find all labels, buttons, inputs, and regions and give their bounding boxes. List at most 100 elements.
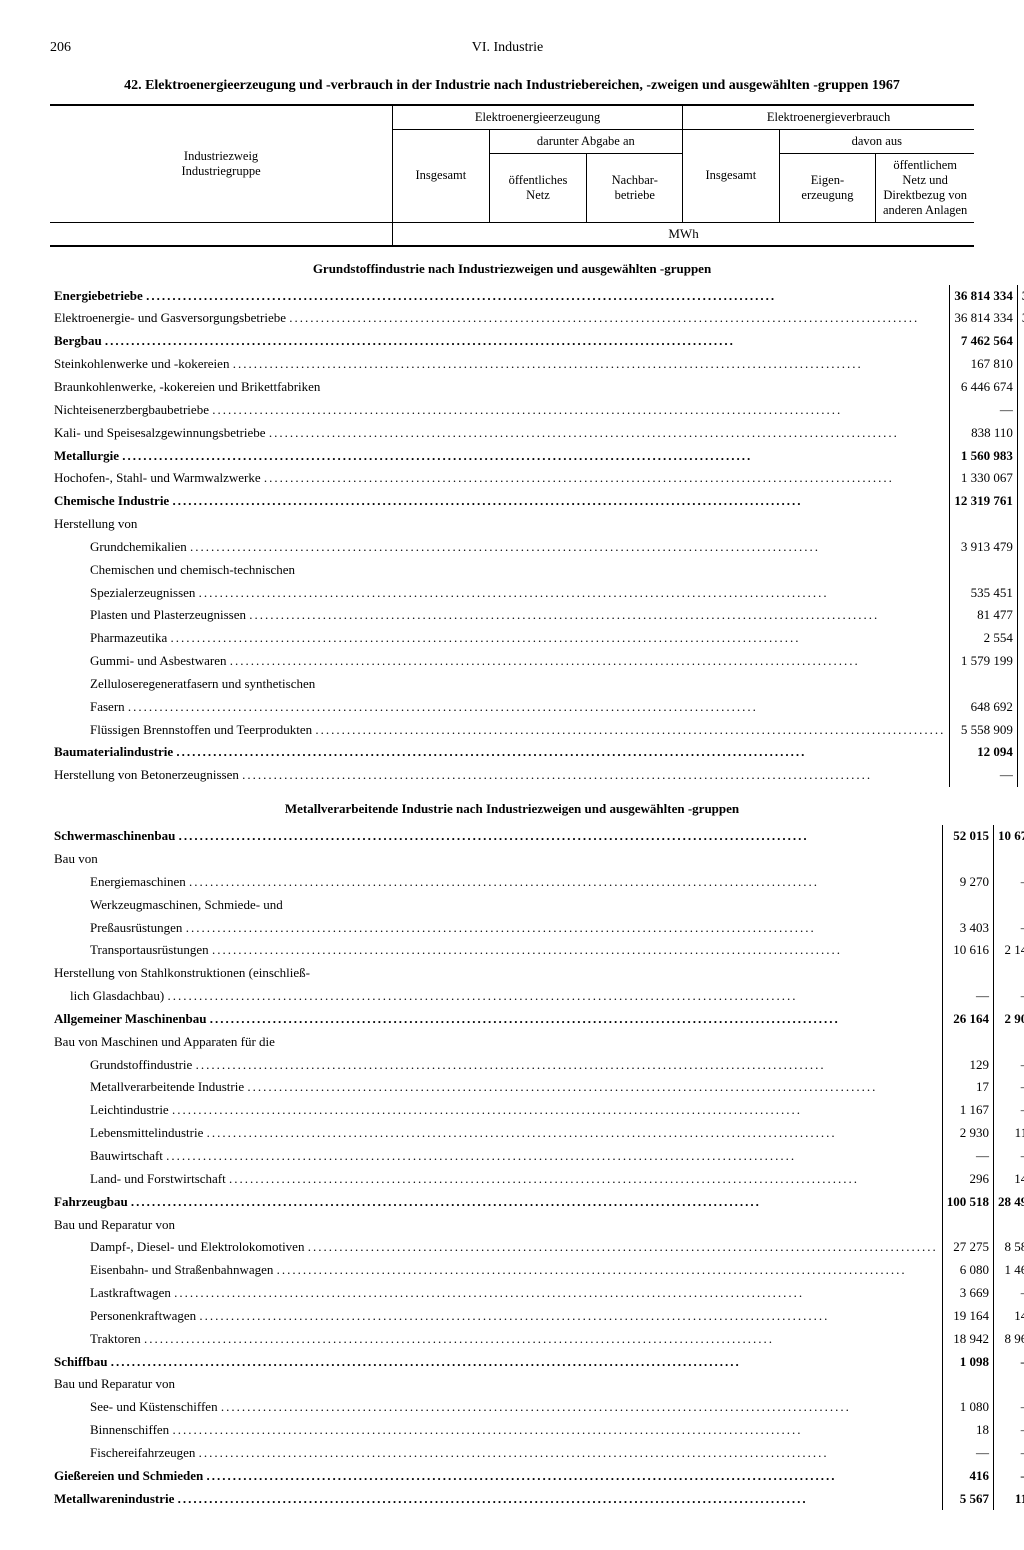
cell-value: — <box>993 1099 1024 1122</box>
cell-value <box>993 848 1024 871</box>
cell-value: 1 579 199 <box>950 650 1018 673</box>
table-row: Flüssigen Brennstoffen und Teerprodukten… <box>50 719 1024 742</box>
cell-value <box>993 1373 1024 1396</box>
row-label: Flüssigen Brennstoffen und Teerprodukten… <box>50 719 950 742</box>
cell-value: 687 783 <box>1017 445 1024 468</box>
table-row: Grundstoffindustrie ....................… <box>50 1054 1024 1077</box>
cell-value: 27 275 <box>942 1236 993 1259</box>
row-label: Plasten und Plasterzeugnissen ..........… <box>50 604 950 627</box>
cell-value: — <box>993 1076 1024 1099</box>
col-c3: Nachbar-betriebe <box>587 153 683 222</box>
cell-value: 12 319 761 <box>950 490 1018 513</box>
row-label: Grundchemikalien .......................… <box>50 536 950 559</box>
row-label: Schwermaschinenbau .....................… <box>50 825 942 848</box>
table-row: Herstellung von Stahlkonstruktionen (ein… <box>50 962 1024 985</box>
cell-value: 2 877 923 <box>1017 719 1024 742</box>
cell-value <box>942 894 993 917</box>
row-label: Braunkohlenwerke, -kokereien und Brikett… <box>50 376 950 399</box>
cell-value <box>950 513 1018 536</box>
col-c1: Insgesamt <box>393 129 489 222</box>
cell-value: — <box>993 1054 1024 1077</box>
table-row: Braunkohlenwerke, -kokereien und Brikett… <box>50 376 1024 399</box>
cell-value: 88 783 <box>1017 536 1024 559</box>
table-row: Gummi- und Asbestwaren .................… <box>50 650 1024 673</box>
rowhead1: Industriezweig <box>184 149 258 163</box>
cell-value: 648 692 <box>950 696 1018 719</box>
unit-label: MWh <box>393 222 974 246</box>
row-label: Grundstoffindustrie ....................… <box>50 1054 942 1077</box>
table-row: Baumaterialindustrie ...................… <box>50 741 1024 764</box>
table-row: Allgemeiner Maschinenbau ...............… <box>50 1008 1024 1031</box>
row-label: Binnenschiffen .........................… <box>50 1419 942 1442</box>
table-row: Preßausrüstungen .......................… <box>50 917 1024 940</box>
cell-value: 5 567 <box>942 1488 993 1511</box>
row-label: Steinkohlenwerke und -kokereien ........… <box>50 353 950 376</box>
table-row: Steinkohlenwerke und -kokereien ........… <box>50 353 1024 376</box>
table-row: Binnenschiffen .........................… <box>50 1419 1024 1442</box>
table-row: Chemischen und chemisch-technischen <box>50 559 1024 582</box>
row-label: Traktoren ..............................… <box>50 1328 942 1351</box>
row-label: Kali- und Speisesalzgewinnungsbetriebe .… <box>50 422 950 445</box>
row-label: Personenkraftwagen .....................… <box>50 1305 942 1328</box>
row-label: Nichteisenerzbergbaubetriebe ...........… <box>50 399 950 422</box>
table-row: Leichtindustrie ........................… <box>50 1099 1024 1122</box>
table-title: 42. Elektroenergieerzeugung und -verbrau… <box>50 76 974 96</box>
row-label: Bergbau ................................… <box>50 330 950 353</box>
cell-value: 1 460 <box>993 1259 1024 1282</box>
row-label: Herstellung von Stahlkonstruktionen (ein… <box>50 962 942 985</box>
table-row: See- und Küstenschiffen ................… <box>50 1396 1024 1419</box>
cell-value: 100 518 <box>942 1191 993 1214</box>
cell-value: 672 979 <box>1017 467 1024 490</box>
row-label: Spezialerzeugnissen ....................… <box>50 582 950 605</box>
cell-value: 28 496 <box>993 1191 1024 1214</box>
row-label: Bau und Reparatur von <box>50 1373 942 1396</box>
col-c4: Insgesamt <box>683 129 779 222</box>
table-row: Metallwarenindustrie ...................… <box>50 1488 1024 1511</box>
cell-value: 10 616 <box>942 939 993 962</box>
table-row: Herstellung von Betonerzeugnissen ......… <box>50 764 1024 787</box>
row-label: Energiemaschinen .......................… <box>50 871 942 894</box>
cell-value: 535 451 <box>950 582 1018 605</box>
cell-value: 8 582 <box>993 1236 1024 1259</box>
cell-value <box>993 894 1024 917</box>
cell-value: 3 236 628 <box>1017 490 1024 513</box>
cell-value: 7 170 <box>1017 604 1024 627</box>
cell-value: 2 554 <box>950 627 1018 650</box>
table-row: Zelluloseregeneratfasern und synthetisch… <box>50 673 1024 696</box>
table-row: Eisenbahn- und Straßenbahnwagen ........… <box>50 1259 1024 1282</box>
row-label: See- und Küstenschiffen ................… <box>50 1396 942 1419</box>
row-label: Herstellung von <box>50 513 950 536</box>
cell-value: — <box>993 917 1024 940</box>
col-c6: öffentlichem Netz und Direktbezug von an… <box>876 153 974 222</box>
table-row: Werkzeugmaschinen, Schmiede- und <box>50 894 1024 917</box>
cell-value: 7 462 564 <box>950 330 1018 353</box>
cell-value: 33 482 341 <box>1017 307 1024 330</box>
cell-value: 1 080 <box>942 1396 993 1419</box>
rowhead2: Industriegruppe <box>181 164 260 178</box>
row-label: Land- und Forstwirtschaft ..............… <box>50 1168 942 1191</box>
cell-value: — <box>942 985 993 1008</box>
table-row: Bau und Reparatur von <box>50 1373 1024 1396</box>
cell-value: 8 962 <box>993 1328 1024 1351</box>
row-label: Bau von <box>50 848 942 871</box>
row-label: Metallwarenindustrie ...................… <box>50 1488 942 1511</box>
cell-value <box>993 1031 1024 1054</box>
row-label: Preßausrüstungen .......................… <box>50 917 942 940</box>
cell-value: 5 558 909 <box>950 719 1018 742</box>
cell-value: 1 098 <box>942 1351 993 1374</box>
cell-value: — <box>942 1442 993 1465</box>
table-row: Grundchemikalien .......................… <box>50 536 1024 559</box>
cell-value: 2 901 <box>993 1008 1024 1031</box>
cell-value: — <box>993 1145 1024 1168</box>
cell-value: — <box>950 764 1018 787</box>
row-label: Eisenbahn- und Straßenbahnwagen ........… <box>50 1259 942 1282</box>
cell-value: 111 374 <box>1017 422 1024 445</box>
row-label: Metallverarbeitende Industrie ..........… <box>50 1076 942 1099</box>
cell-value: 3 913 479 <box>950 536 1018 559</box>
cell-value: 18 942 <box>942 1328 993 1351</box>
cell-value: 52 015 <box>942 825 993 848</box>
table-row: Nichteisenerzbergbaubetriebe ...........… <box>50 399 1024 422</box>
cell-value: 2 148 <box>993 939 1024 962</box>
cell-value: 2 930 <box>942 1122 993 1145</box>
table-row: Personenkraftwagen .....................… <box>50 1305 1024 1328</box>
